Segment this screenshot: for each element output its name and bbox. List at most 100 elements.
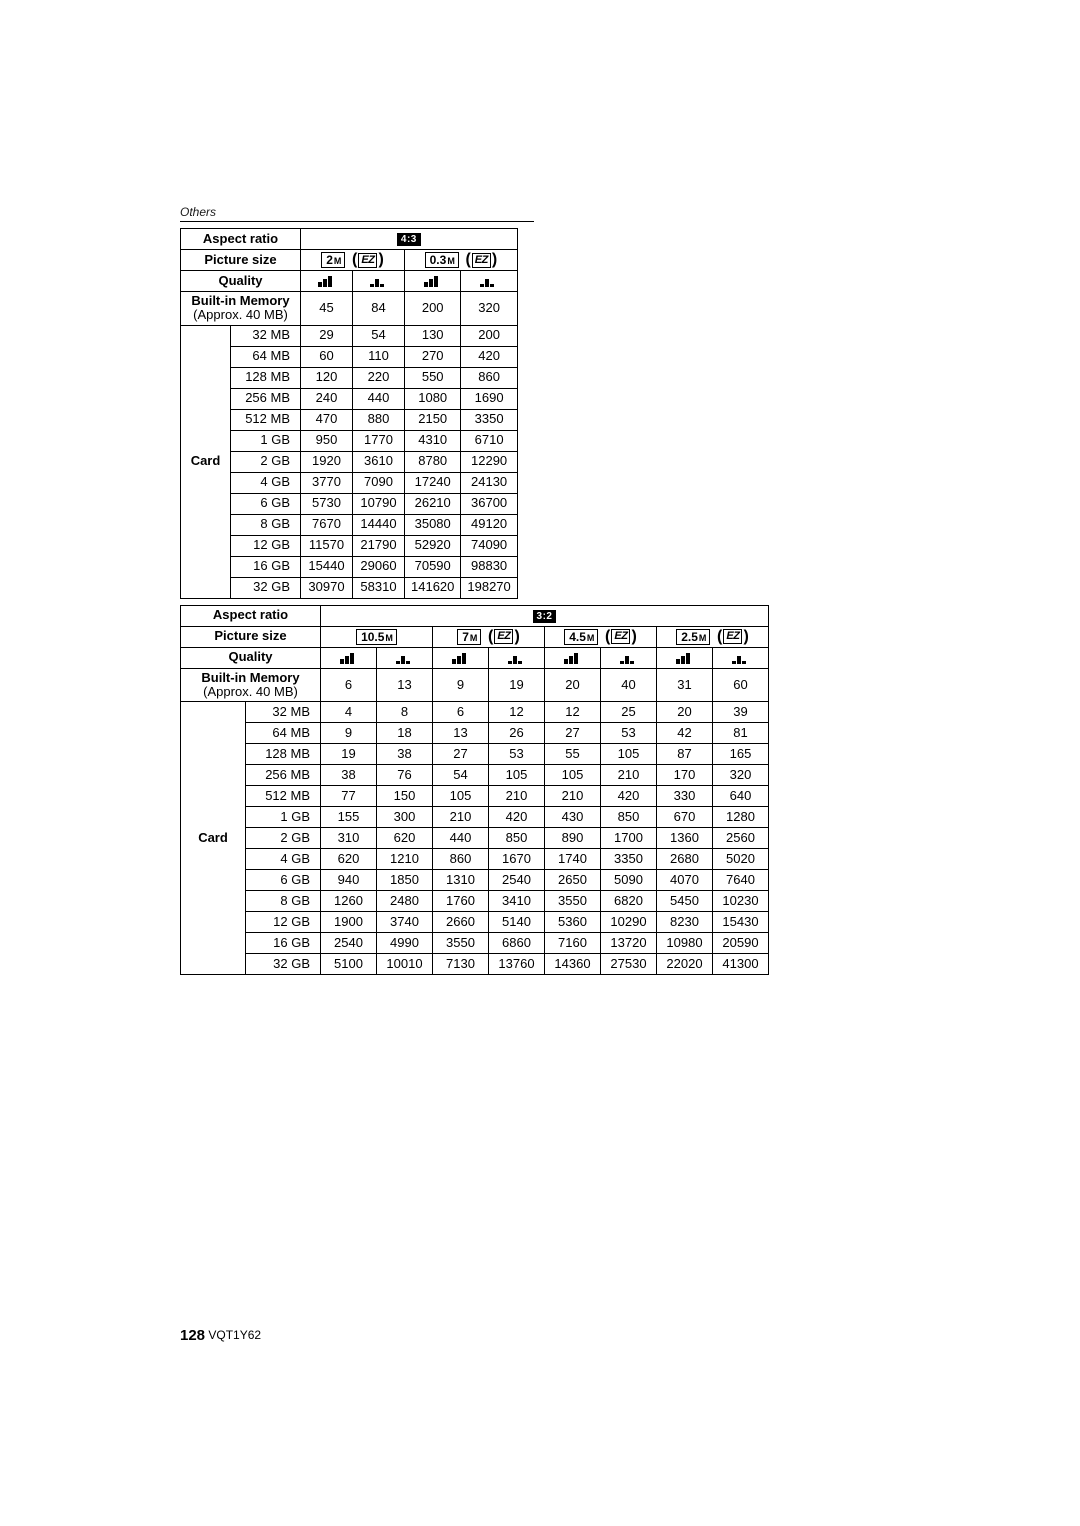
cell: 40 bbox=[601, 668, 657, 702]
cell: 470 bbox=[301, 409, 353, 430]
table-row: 256 MB24044010801690 bbox=[181, 388, 518, 409]
cell: 53 bbox=[601, 723, 657, 744]
cell: 2480 bbox=[377, 891, 433, 912]
cell: 29060 bbox=[353, 556, 405, 577]
table-row: 16 GB15440290607059098830 bbox=[181, 556, 518, 577]
cell: 5140 bbox=[489, 912, 545, 933]
cell: 26210 bbox=[405, 493, 461, 514]
card-size: 12 GB bbox=[246, 912, 321, 933]
quality-fine-icon bbox=[564, 653, 582, 664]
cell: 60 bbox=[301, 346, 353, 367]
picture-size-2-5m: 2.5M (EZ) bbox=[657, 626, 769, 647]
picture-size-2m: 2M (EZ) bbox=[301, 250, 405, 271]
card-size: 8 GB bbox=[231, 514, 301, 535]
cell: 890 bbox=[545, 828, 601, 849]
card-size: 512 MB bbox=[231, 409, 301, 430]
cell: 54 bbox=[353, 325, 405, 346]
cell: 12 bbox=[545, 702, 601, 723]
cell: 130 bbox=[405, 325, 461, 346]
cell: 155 bbox=[321, 807, 377, 828]
cell: 15440 bbox=[301, 556, 353, 577]
cell: 170 bbox=[657, 765, 713, 786]
picture-size-header: Picture size bbox=[181, 626, 321, 647]
ratio-4-3-icon: 4:3 bbox=[397, 233, 421, 246]
cell: 84 bbox=[353, 292, 405, 326]
card-size: 64 MB bbox=[231, 346, 301, 367]
mp-badge-icon: 4.5M bbox=[564, 629, 598, 645]
table-row: 1 GB950177043106710 bbox=[181, 430, 518, 451]
quality-header: Quality bbox=[181, 647, 321, 668]
cell: 18 bbox=[377, 723, 433, 744]
quality-fine-icon bbox=[424, 276, 442, 287]
cell: 6820 bbox=[601, 891, 657, 912]
cell: 87 bbox=[657, 744, 713, 765]
cell: 10290 bbox=[601, 912, 657, 933]
cell: 9 bbox=[321, 723, 377, 744]
table-row: 4 GB377070901724024130 bbox=[181, 472, 518, 493]
cell: 320 bbox=[461, 292, 517, 326]
cell: 70590 bbox=[405, 556, 461, 577]
cell: 1760 bbox=[433, 891, 489, 912]
card-size: 1 GB bbox=[231, 430, 301, 451]
cell: 2650 bbox=[545, 870, 601, 891]
cell: 53 bbox=[489, 744, 545, 765]
cell: 49120 bbox=[461, 514, 517, 535]
quality-standard-icon bbox=[480, 276, 498, 287]
cell: 7640 bbox=[713, 870, 769, 891]
aspect-ratio-header: Aspect ratio bbox=[181, 605, 321, 626]
table-row: 6 GB5730107902621036700 bbox=[181, 493, 518, 514]
cell: 6710 bbox=[461, 430, 517, 451]
cell: 12 bbox=[489, 702, 545, 723]
cell: 8230 bbox=[657, 912, 713, 933]
cell: 74090 bbox=[461, 535, 517, 556]
cell: 4990 bbox=[377, 933, 433, 954]
cell: 4310 bbox=[405, 430, 461, 451]
cell: 42 bbox=[657, 723, 713, 744]
cell: 81 bbox=[713, 723, 769, 744]
built-in-memory-row: Built-in Memory(Approx. 40 MB) 45 84 200… bbox=[181, 292, 518, 326]
cell: 6860 bbox=[489, 933, 545, 954]
quality-standard-icon bbox=[508, 653, 526, 664]
cell: 105 bbox=[489, 765, 545, 786]
cell: 105 bbox=[433, 786, 489, 807]
cell: 210 bbox=[489, 786, 545, 807]
mp-badge-icon: 2.5M bbox=[676, 629, 710, 645]
card-size: 2 GB bbox=[231, 451, 301, 472]
cell: 220 bbox=[353, 367, 405, 388]
quality-row: Quality bbox=[181, 647, 769, 668]
cell: 165 bbox=[713, 744, 769, 765]
cell: 3770 bbox=[301, 472, 353, 493]
card-size: 256 MB bbox=[246, 765, 321, 786]
table-row: 32 GB51001001071301376014360275302202041… bbox=[181, 954, 769, 975]
cell: 420 bbox=[461, 346, 517, 367]
cell: 1690 bbox=[461, 388, 517, 409]
cell: 98830 bbox=[461, 556, 517, 577]
section-label: Others bbox=[180, 205, 534, 222]
cell: 141620 bbox=[405, 577, 461, 598]
ez-icon: (EZ) bbox=[488, 629, 520, 644]
table-row: 32 GB3097058310141620198270 bbox=[181, 577, 518, 598]
cell: 58310 bbox=[353, 577, 405, 598]
cell: 5450 bbox=[657, 891, 713, 912]
table-row: 2 GB310620440850890170013602560 bbox=[181, 828, 769, 849]
cell: 38 bbox=[321, 765, 377, 786]
cell: 420 bbox=[601, 786, 657, 807]
cell: 105 bbox=[601, 744, 657, 765]
cell: 21790 bbox=[353, 535, 405, 556]
table-row: 8 GB126024801760341035506820545010230 bbox=[181, 891, 769, 912]
table-row: 8 GB7670144403508049120 bbox=[181, 514, 518, 535]
quality-fine-icon bbox=[452, 653, 470, 664]
cell: 950 bbox=[301, 430, 353, 451]
ez-icon: (EZ) bbox=[352, 253, 384, 268]
quality-row: Quality bbox=[181, 271, 518, 292]
cell: 1310 bbox=[433, 870, 489, 891]
cell: 1360 bbox=[657, 828, 713, 849]
cell: 330 bbox=[657, 786, 713, 807]
cell: 77 bbox=[321, 786, 377, 807]
cell: 850 bbox=[489, 828, 545, 849]
built-in-memory-row: Built-in Memory(Approx. 40 MB) 6 13 9 19… bbox=[181, 668, 769, 702]
table-row: 256 MB387654105105210170320 bbox=[181, 765, 769, 786]
aspect-ratio-value: 4:3 bbox=[301, 229, 518, 250]
page-footer: 128 VQT1Y62 bbox=[180, 1327, 261, 1344]
cell: 7670 bbox=[301, 514, 353, 535]
